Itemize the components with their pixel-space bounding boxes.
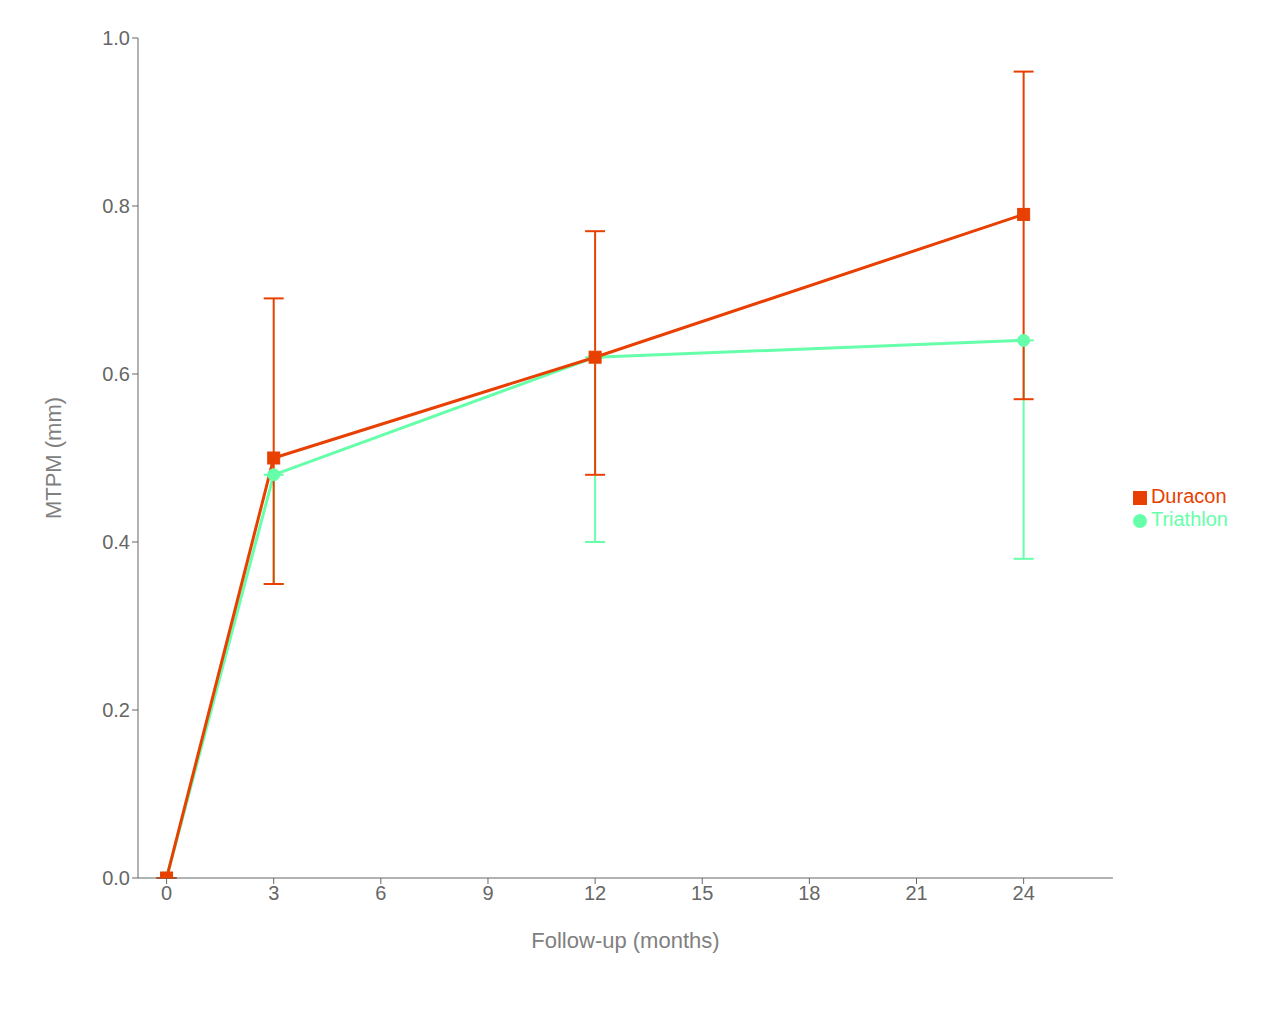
- svg-text:3: 3: [268, 882, 279, 904]
- svg-text:1.0: 1.0: [102, 27, 130, 49]
- svg-text:21: 21: [905, 882, 927, 904]
- svg-text:MTPM (mm): MTPM (mm): [41, 397, 66, 519]
- svg-text:0.8: 0.8: [102, 195, 130, 217]
- svg-text:0.2: 0.2: [102, 699, 130, 721]
- svg-text:0.4: 0.4: [102, 531, 130, 553]
- svg-text:6: 6: [375, 882, 386, 904]
- html-text:Triathlon: Triathlon: [1150, 508, 1228, 530]
- html-text:Duracon: Duracon: [1150, 485, 1227, 507]
- svg-text:12: 12: [584, 882, 606, 904]
- svg-text:15: 15: [691, 882, 713, 904]
- svg-text:Follow-up (months): Follow-up (months): [531, 928, 719, 953]
- svg-text:18: 18: [798, 882, 820, 904]
- svg-text:0.6: 0.6: [102, 363, 130, 385]
- svg-text:24: 24: [1013, 882, 1035, 904]
- svg-text:0: 0: [161, 882, 172, 904]
- svg-text:9: 9: [482, 882, 493, 904]
- svg-text:0.0: 0.0: [102, 867, 130, 889]
